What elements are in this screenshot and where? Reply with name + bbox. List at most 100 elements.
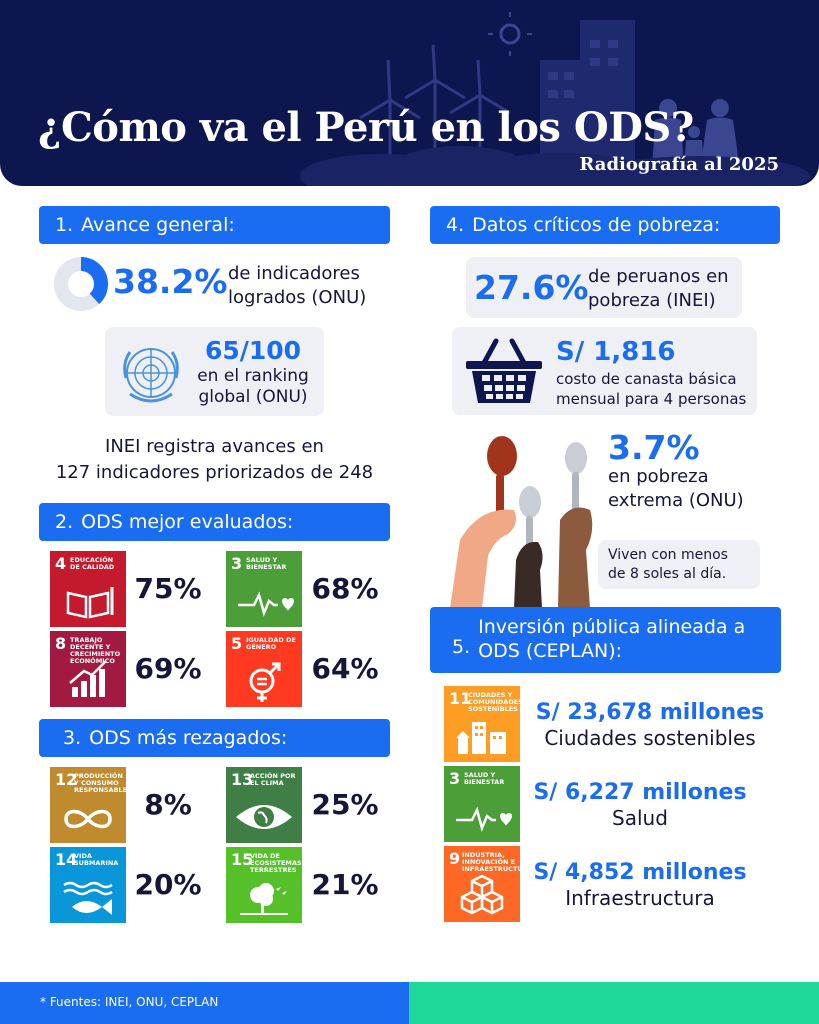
section-3-title: ODS más rezagados:: [89, 727, 288, 749]
ranking-text-line-1: en el ranking: [197, 366, 309, 386]
basket-description: costo de canasta básica mensual para 4 p…: [556, 369, 746, 409]
investment-cities-label: Ciudades sostenibles: [544, 726, 756, 750]
sdg-tile-13: 13 Acción por el clima: [226, 767, 302, 843]
poverty-text-line-2: pobreza (INEI): [588, 290, 716, 311]
sdg-13-percent: 25%: [311, 788, 379, 821]
sdg-5-percent: 64%: [311, 652, 379, 685]
sdg-tile-label: Salud y bienestar: [464, 771, 505, 787]
hands-holding-spoons-illustration: [450, 436, 593, 608]
sdg-tile-number: 12: [55, 770, 78, 789]
heartbeat-icon: [238, 591, 294, 617]
sdg-tile-label: Producción y consumo responsables: [74, 772, 132, 795]
sdg-tile-label: Educación de calidad: [70, 556, 115, 572]
sdg-12-percent: 8%: [144, 788, 192, 821]
sdg-tile-3-investment: 3 Salud y bienestar: [444, 766, 520, 842]
sdg-tile-label: Acción por el clima: [250, 772, 296, 788]
sdg-tile-label: Vida de ecosistemas terrestres: [250, 852, 302, 875]
section-5-header: 5. Inversión pública alineada a ODS (CEP…: [430, 607, 781, 673]
poverty-percent: 27.6%: [474, 268, 589, 307]
poverty-text-line-1: de peruanos en: [588, 266, 729, 287]
section-4-number: 4.: [446, 214, 465, 236]
section-1-number: 1.: [55, 214, 74, 236]
sdg-tile-label: Salud y bienestar: [246, 556, 287, 572]
poverty-card: [466, 257, 742, 318]
achieved-text-line-1: de indicadores: [228, 263, 360, 284]
section-5-title-line-1: Inversión pública alineada a: [478, 616, 746, 639]
sdg-tile-number: 5: [231, 634, 243, 653]
sdg-3-percent: 68%: [311, 572, 379, 605]
footer-green-bar: [409, 982, 819, 1024]
sdg-tile-label: Trabajo decente y crecimiento económico: [70, 636, 121, 666]
header-banner: ¿Cómo va el Perú en los ODS? Radiografía…: [0, 0, 819, 186]
sdg-tile-12: 12 Producción y consumo responsables: [50, 767, 132, 843]
basket-cost: S/ 1,816: [556, 337, 676, 367]
city-skyline-illustration: [300, 12, 810, 186]
sdg-tile-3: 3 Salud y bienestar: [226, 551, 302, 627]
growth-chart-icon: [69, 660, 107, 697]
poverty-description: de peruanos en pobreza (INEI): [588, 265, 729, 313]
section-1-header: 1. Avance general:: [39, 206, 390, 244]
sdg-tile-number: 9: [449, 849, 461, 868]
sdg-tile-8: 8 Trabajo decente y crecimiento económic…: [50, 631, 126, 707]
un-emblem-icon: [123, 348, 179, 403]
sdg-tile-number: 4: [55, 554, 67, 573]
fish-icon: [63, 881, 113, 915]
extreme-text-line-1: en pobreza: [608, 466, 709, 487]
inei-text-line-1: INEI registra avances en: [105, 436, 324, 457]
daily-income-line-1: Viven con menos: [608, 547, 728, 563]
inei-note: INEI registra avances en 127 indicadores…: [39, 434, 390, 486]
heartbeat-icon: [456, 806, 512, 832]
sdg-tile-label: Ciudades y comunidades sostenibles: [468, 691, 523, 714]
section-2-number: 2.: [55, 511, 74, 533]
achieved-text-line-2: logrados (ONU): [228, 287, 367, 308]
achieved-percent: 38.2%: [113, 262, 228, 301]
sdg-tile-14: 14 Vida submarina: [50, 847, 126, 923]
footer-blue-bar: [0, 982, 409, 1024]
sdg-tile-15: 15 Vida de ecosistemas terrestres: [226, 847, 302, 923]
basket-text-line-2: mensual para 4 personas: [556, 390, 747, 408]
sdg-tile-number: 3: [449, 769, 461, 788]
ranking-text-line-2: global (ONU): [198, 387, 308, 407]
page-title: ¿Cómo va el Perú en los ODS?: [38, 104, 694, 151]
sdg-8-percent: 69%: [134, 652, 202, 685]
infinity-icon: [64, 809, 112, 829]
achieved-description: de indicadores logrados (ONU): [228, 262, 366, 310]
section-4-header: 4. Datos críticos de pobreza:: [430, 206, 780, 244]
section-3-number: 3.: [63, 727, 82, 749]
sdg-15-percent: 21%: [311, 868, 379, 901]
section-1-title: Avance general:: [81, 214, 235, 236]
sdg-tile-11: 11 Ciudades y comunidades sostenibles: [444, 686, 523, 762]
ranking-card: [105, 327, 324, 416]
sdg-tile-number: 8: [55, 634, 67, 653]
sdg-tile-number: 15: [231, 850, 254, 869]
sdg-tile-label: Vida submarina: [74, 852, 119, 868]
sdg-tile-number: 14: [55, 850, 78, 869]
section-2-header: 2. ODS mejor evaluados:: [39, 503, 390, 541]
inei-text-line-2: 127 indicadores priorizados de 248: [55, 462, 374, 483]
sdg-tile-number: 11: [449, 689, 472, 708]
section-3-header: 3. ODS más rezagados:: [39, 719, 390, 757]
investment-infrastructure-label: Infraestructura: [565, 886, 715, 910]
section-5-title-line-2: ODS (CEPLAN):: [478, 640, 623, 662]
cubes-icon: [460, 874, 504, 915]
eye-globe-icon: [236, 805, 292, 829]
extreme-poverty-percent: 3.7%: [608, 428, 700, 467]
shopping-basket-icon: [466, 338, 542, 403]
sdg-tile-number: 3: [231, 554, 243, 573]
sdg-tile-4: 4 Educación de calidad: [50, 551, 126, 627]
daily-income-card: [598, 540, 760, 589]
tree-icon: [240, 883, 288, 915]
sdg-tile-number: 13: [231, 770, 254, 789]
book-icon: [66, 587, 114, 619]
city-icon: [456, 722, 506, 754]
investment-cities-amount: S/ 23,678 millones: [535, 700, 765, 725]
page-subtitle: Radiografía al 2025: [579, 154, 779, 175]
ranking-value: 65/100: [204, 336, 302, 365]
investment-health-amount: S/ 6,227 millones: [533, 780, 747, 805]
daily-income-line-2: de 8 soles al día.: [608, 566, 727, 582]
section-5-number: 5.: [452, 636, 471, 658]
gender-equality-icon: [249, 662, 281, 702]
progress-donut-icon: [54, 257, 108, 311]
extreme-text-line-2: extrema (ONU): [608, 490, 744, 511]
sdg-tile-9: 9 Industria, innovación e infraestructur…: [444, 846, 533, 922]
